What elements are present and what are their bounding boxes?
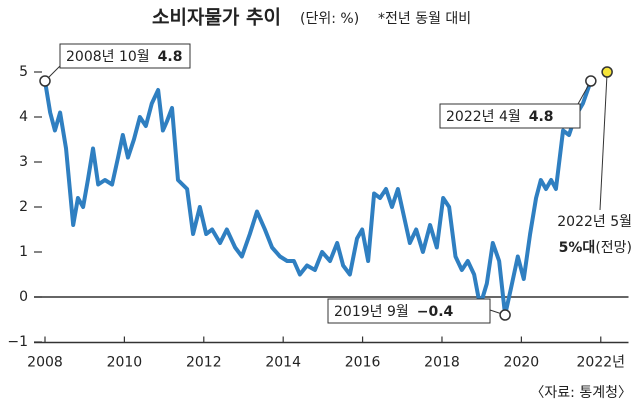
y-tick-label: 0 [19, 289, 28, 305]
y-tick-label: 4 [19, 109, 28, 125]
y-tick-label: −1 [7, 334, 28, 350]
source: 〈자료: 통계청〉 [530, 385, 632, 401]
x-tick-label: 2022년 [577, 355, 626, 371]
chart-title: 소비자물가 추이 [152, 7, 281, 29]
y-tick-label: 1 [19, 244, 28, 260]
x-tick-label: 2018 [424, 355, 460, 371]
annotation-label: 2022년 4월 [446, 109, 521, 125]
chart-note: *전년 동월 대비 [378, 11, 471, 27]
annotation-note: (전망) [595, 240, 632, 256]
y-tick-label: 3 [19, 154, 28, 170]
leader-line [599, 71, 608, 211]
x-tick-label: 2016 [345, 355, 381, 371]
annotation-label: 2022년 5월 [557, 214, 632, 230]
series-line [43, 80, 593, 317]
annotation-text: 5%대(전망) [559, 240, 632, 256]
x-tick-label: 2012 [186, 355, 222, 371]
annotation-value: 4.8 [529, 109, 554, 125]
x-tick-label: 2010 [107, 355, 143, 371]
x-tick-label: 2020 [504, 355, 540, 371]
annotation-box [59, 43, 191, 69]
annotation-point [39, 75, 51, 87]
y-tick-label: 5 [19, 64, 28, 80]
y-tick-label: 2 [19, 199, 28, 215]
annotation-point [585, 75, 597, 87]
annotation-box [439, 103, 581, 129]
chart-subtitle: (단위: %) [300, 11, 359, 27]
annotation-label: 2019년 9월 [334, 304, 409, 320]
annotation-label: 2008년 10월 [66, 49, 150, 65]
x-tick-label: 2008 [27, 355, 63, 371]
annotation-value: 4.8 [158, 49, 183, 65]
annotation-value: 5%대 [559, 240, 596, 256]
annotation-text: 2022년 4월 4.8 [446, 109, 554, 125]
x-tick-label: 2014 [265, 355, 301, 371]
annotation-point [601, 66, 613, 78]
annotation-text: 2008년 10월 4.8 [66, 49, 182, 65]
annotation-point [499, 309, 511, 321]
annotation-box [327, 298, 491, 324]
annotation-value: −0.4 [417, 304, 454, 320]
annotation-text: 2019년 9월 −0.4 [334, 304, 454, 320]
